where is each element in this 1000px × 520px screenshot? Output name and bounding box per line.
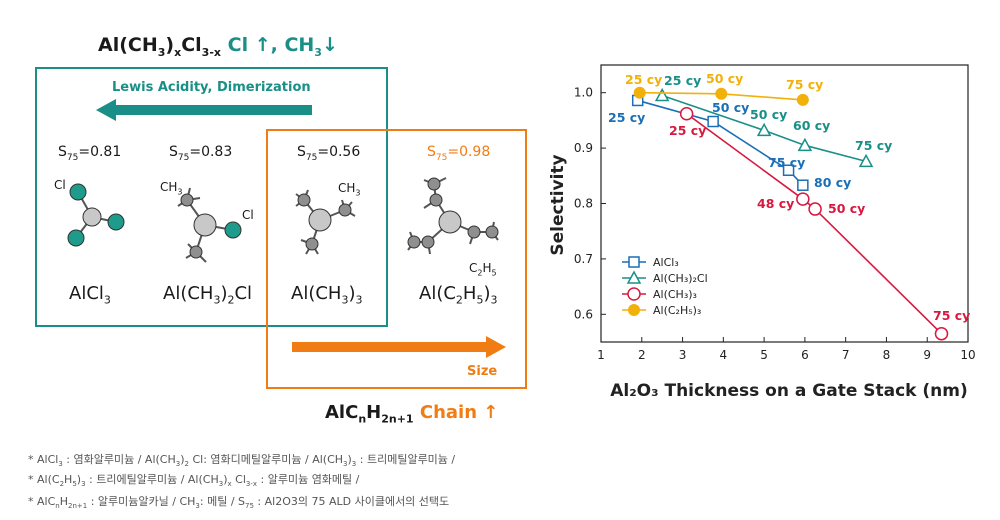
series-line <box>686 113 943 335</box>
data-label: 75 cy <box>768 155 805 170</box>
top-formula: Al(CH3)xCl3-x Cl ↑, CH3↓ <box>98 34 338 59</box>
legend-entry: Al(C₂H₅)₃ <box>653 304 701 317</box>
data-point <box>797 137 813 152</box>
legend-entry: Al(CH₃)₂Cl <box>653 272 708 285</box>
footnote-3: * AlCnH2n+1 : 알루미늄알카닐 / CH3: 메틸 / S75 : … <box>28 495 450 511</box>
data-point <box>715 87 728 100</box>
legend-marker <box>627 287 641 301</box>
data-label: 25 cy <box>608 110 645 125</box>
data-label: 25 cy <box>669 123 706 138</box>
data-point <box>934 326 949 341</box>
data-label: 75 cy <box>933 308 970 323</box>
atom-label-cl-1: Cl <box>54 178 66 192</box>
bottom-formula: AlCnH2n+1 Chain ↑ <box>325 402 499 426</box>
bottom-formula-trend: Chain ↑ <box>419 402 499 423</box>
series-line <box>637 99 804 186</box>
dimethyl-molecule-icon <box>177 187 242 263</box>
data-label: 50 cy <box>828 201 865 216</box>
x-tick-label: 5 <box>760 348 768 362</box>
legend-marker <box>628 256 640 268</box>
s75-trimethyl: S75=0.56 <box>297 144 361 163</box>
teal-group-box <box>35 67 388 327</box>
x-tick-label: 8 <box>883 348 891 362</box>
data-label: 75 cy <box>786 77 823 92</box>
x-tick-label: 1 <box>597 348 605 362</box>
x-tick-label: 9 <box>923 348 931 362</box>
data-point <box>654 87 670 102</box>
molecule-label-dimethyl: Al(CH3)2Cl <box>163 283 253 307</box>
data-label: 50 cy <box>706 71 743 86</box>
x-tick-label: 2 <box>638 348 646 362</box>
y-axis-title: Selectivity <box>548 154 568 255</box>
s75-dimethyl: S75=0.83 <box>169 144 233 163</box>
data-label: 25 cy <box>664 73 701 88</box>
data-label: 60 cy <box>793 118 830 133</box>
atom-label-ch3-1: CH3 <box>160 180 183 197</box>
y-tick-label: 0.7 <box>574 252 593 266</box>
y-tick-label: 0.8 <box>574 197 593 211</box>
triethyl-molecule-icon <box>407 177 499 255</box>
legend-entry: Al(CH₃)₃ <box>653 288 697 301</box>
teal-left-arrow <box>96 99 312 121</box>
data-point <box>797 179 809 191</box>
x-tick-label: 4 <box>720 348 728 362</box>
data-point <box>808 202 822 216</box>
data-point <box>796 93 809 106</box>
molecule-label-alcl3: AlCl3 <box>69 283 111 307</box>
x-axis-title: Al₂O₃ Thickness on a Gate Stack (nm) <box>610 381 968 401</box>
y-tick-label: 0.6 <box>574 307 593 321</box>
top-formula-trend: Cl ↑, CH3↓ <box>227 34 338 59</box>
data-label: 75 cy <box>855 138 892 153</box>
legend-marker <box>628 304 640 316</box>
x-tick-label: 7 <box>842 348 850 362</box>
y-tick-label: 0.9 <box>574 141 593 155</box>
trimethyl-molecule-icon <box>295 189 356 255</box>
molecule-label-trimethyl: Al(CH3)3 <box>291 283 363 307</box>
data-label: 48 cy <box>757 196 794 211</box>
s75-triethyl: S75=0.98 <box>427 144 491 163</box>
data-point <box>633 86 646 99</box>
data-label: 50 cy <box>712 100 749 115</box>
s75-alcl3: S75=0.81 <box>58 144 122 163</box>
molecule-drawings <box>67 177 499 263</box>
y-tick-label: 1.0 <box>574 86 593 100</box>
data-point <box>756 122 772 137</box>
legend-entry: AlCl₃ <box>653 256 679 269</box>
data-point <box>782 164 795 177</box>
alcl3-molecule-icon <box>67 183 125 247</box>
legend-marker <box>626 270 642 284</box>
orange-arrow-label: Size <box>467 364 498 379</box>
orange-right-arrow <box>292 336 506 358</box>
data-point <box>679 107 694 121</box>
footnote-1: * AlCl3 : 염화알루미늄 / Al(CH3)2 Cl: 염화디메틸알루미… <box>28 453 456 469</box>
atom-label-cl-2: Cl <box>242 208 254 222</box>
data-label: 80 cy <box>814 175 851 190</box>
data-point <box>796 192 810 206</box>
x-tick-label: 6 <box>801 348 809 362</box>
data-label: 25 cy <box>625 72 662 87</box>
series-line <box>661 94 867 163</box>
data-point <box>858 153 874 168</box>
atom-label-ch3-2: CH3 <box>338 181 361 198</box>
teal-arrow-label: Lewis Acidity, Dimerization <box>112 80 311 95</box>
x-tick-label: 3 <box>679 348 687 362</box>
molecule-label-triethyl: Al(C2H5)3 <box>419 283 498 307</box>
atom-label-c2h5: C2H5 <box>469 261 497 278</box>
data-label: 50 cy <box>750 107 787 122</box>
footnote-2: * Al(C2H5)3 : 트리에틸알루미늄 / Al(CH3)x Cl3-x … <box>28 473 360 489</box>
x-tick-label: 10 <box>960 348 975 362</box>
orange-group-box <box>266 129 527 389</box>
data-point <box>707 115 719 128</box>
